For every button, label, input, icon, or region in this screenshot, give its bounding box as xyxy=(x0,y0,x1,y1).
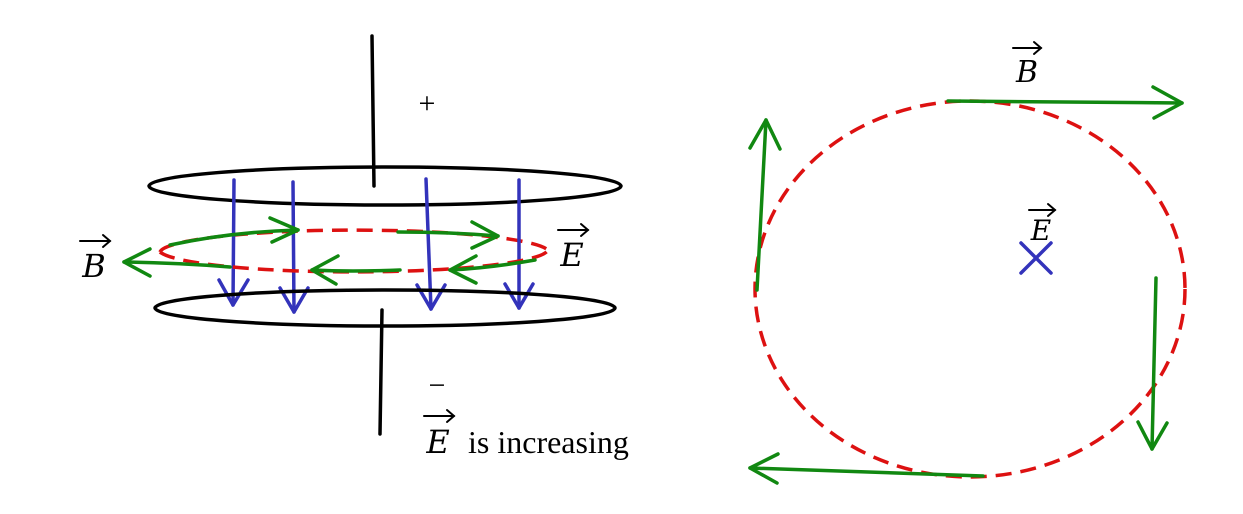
b-tangent-arrow-left xyxy=(748,118,782,292)
magnetic-field-arrows xyxy=(122,216,537,286)
positive-plate-sign: + xyxy=(419,87,436,120)
vector-arrow-icon xyxy=(1012,41,1043,55)
e-label-left: E xyxy=(559,236,583,274)
b-tangent-arrow-bottom xyxy=(748,452,985,485)
b-label-right: B xyxy=(1015,55,1038,90)
caption-symbol: E xyxy=(425,423,449,461)
lower-plate xyxy=(153,288,617,328)
b-field-tangent-arrows xyxy=(748,85,1184,485)
vector-arrow-icon xyxy=(79,234,112,248)
b-field-arrow-back-right xyxy=(396,220,500,250)
e-label-right: E xyxy=(1030,214,1051,247)
e-field-arrow-1 xyxy=(217,178,250,307)
e-vector-label-left: E xyxy=(557,223,590,274)
upper-wire xyxy=(370,34,376,188)
e-field-arrow-3 xyxy=(415,177,447,311)
b-field-arrow-front-right xyxy=(448,254,537,285)
caption: E is increasing xyxy=(423,409,629,461)
b-field-arrow-back-left xyxy=(168,216,300,247)
negative-plate-sign: − xyxy=(429,369,446,402)
amperian-loop-front xyxy=(158,249,550,274)
vector-arrow-icon xyxy=(423,409,456,423)
e-vector-label-right: E xyxy=(1028,203,1057,247)
b-field-arrow-front-left xyxy=(310,254,402,286)
e-field-arrow-4 xyxy=(503,178,535,310)
vector-arrow-icon xyxy=(557,223,590,237)
amperian-loop-top-view xyxy=(753,99,1187,479)
e-into-page-marker: × xyxy=(1019,241,1053,275)
lower-wire xyxy=(378,308,384,436)
b-tangent-arrow-right xyxy=(1136,276,1169,451)
b-label-left: B xyxy=(81,247,106,285)
b-vector-label-left: B xyxy=(79,234,112,285)
upper-plate xyxy=(147,165,623,207)
right-panel: × E xyxy=(748,41,1187,485)
caption-text: is increasing xyxy=(468,424,629,460)
b-field-arrow-outer xyxy=(122,247,232,278)
vector-arrow-icon xyxy=(1028,203,1057,217)
b-vector-label-right: B xyxy=(1012,41,1043,90)
left-panel: + xyxy=(79,34,629,461)
b-tangent-arrow-top xyxy=(946,85,1184,120)
